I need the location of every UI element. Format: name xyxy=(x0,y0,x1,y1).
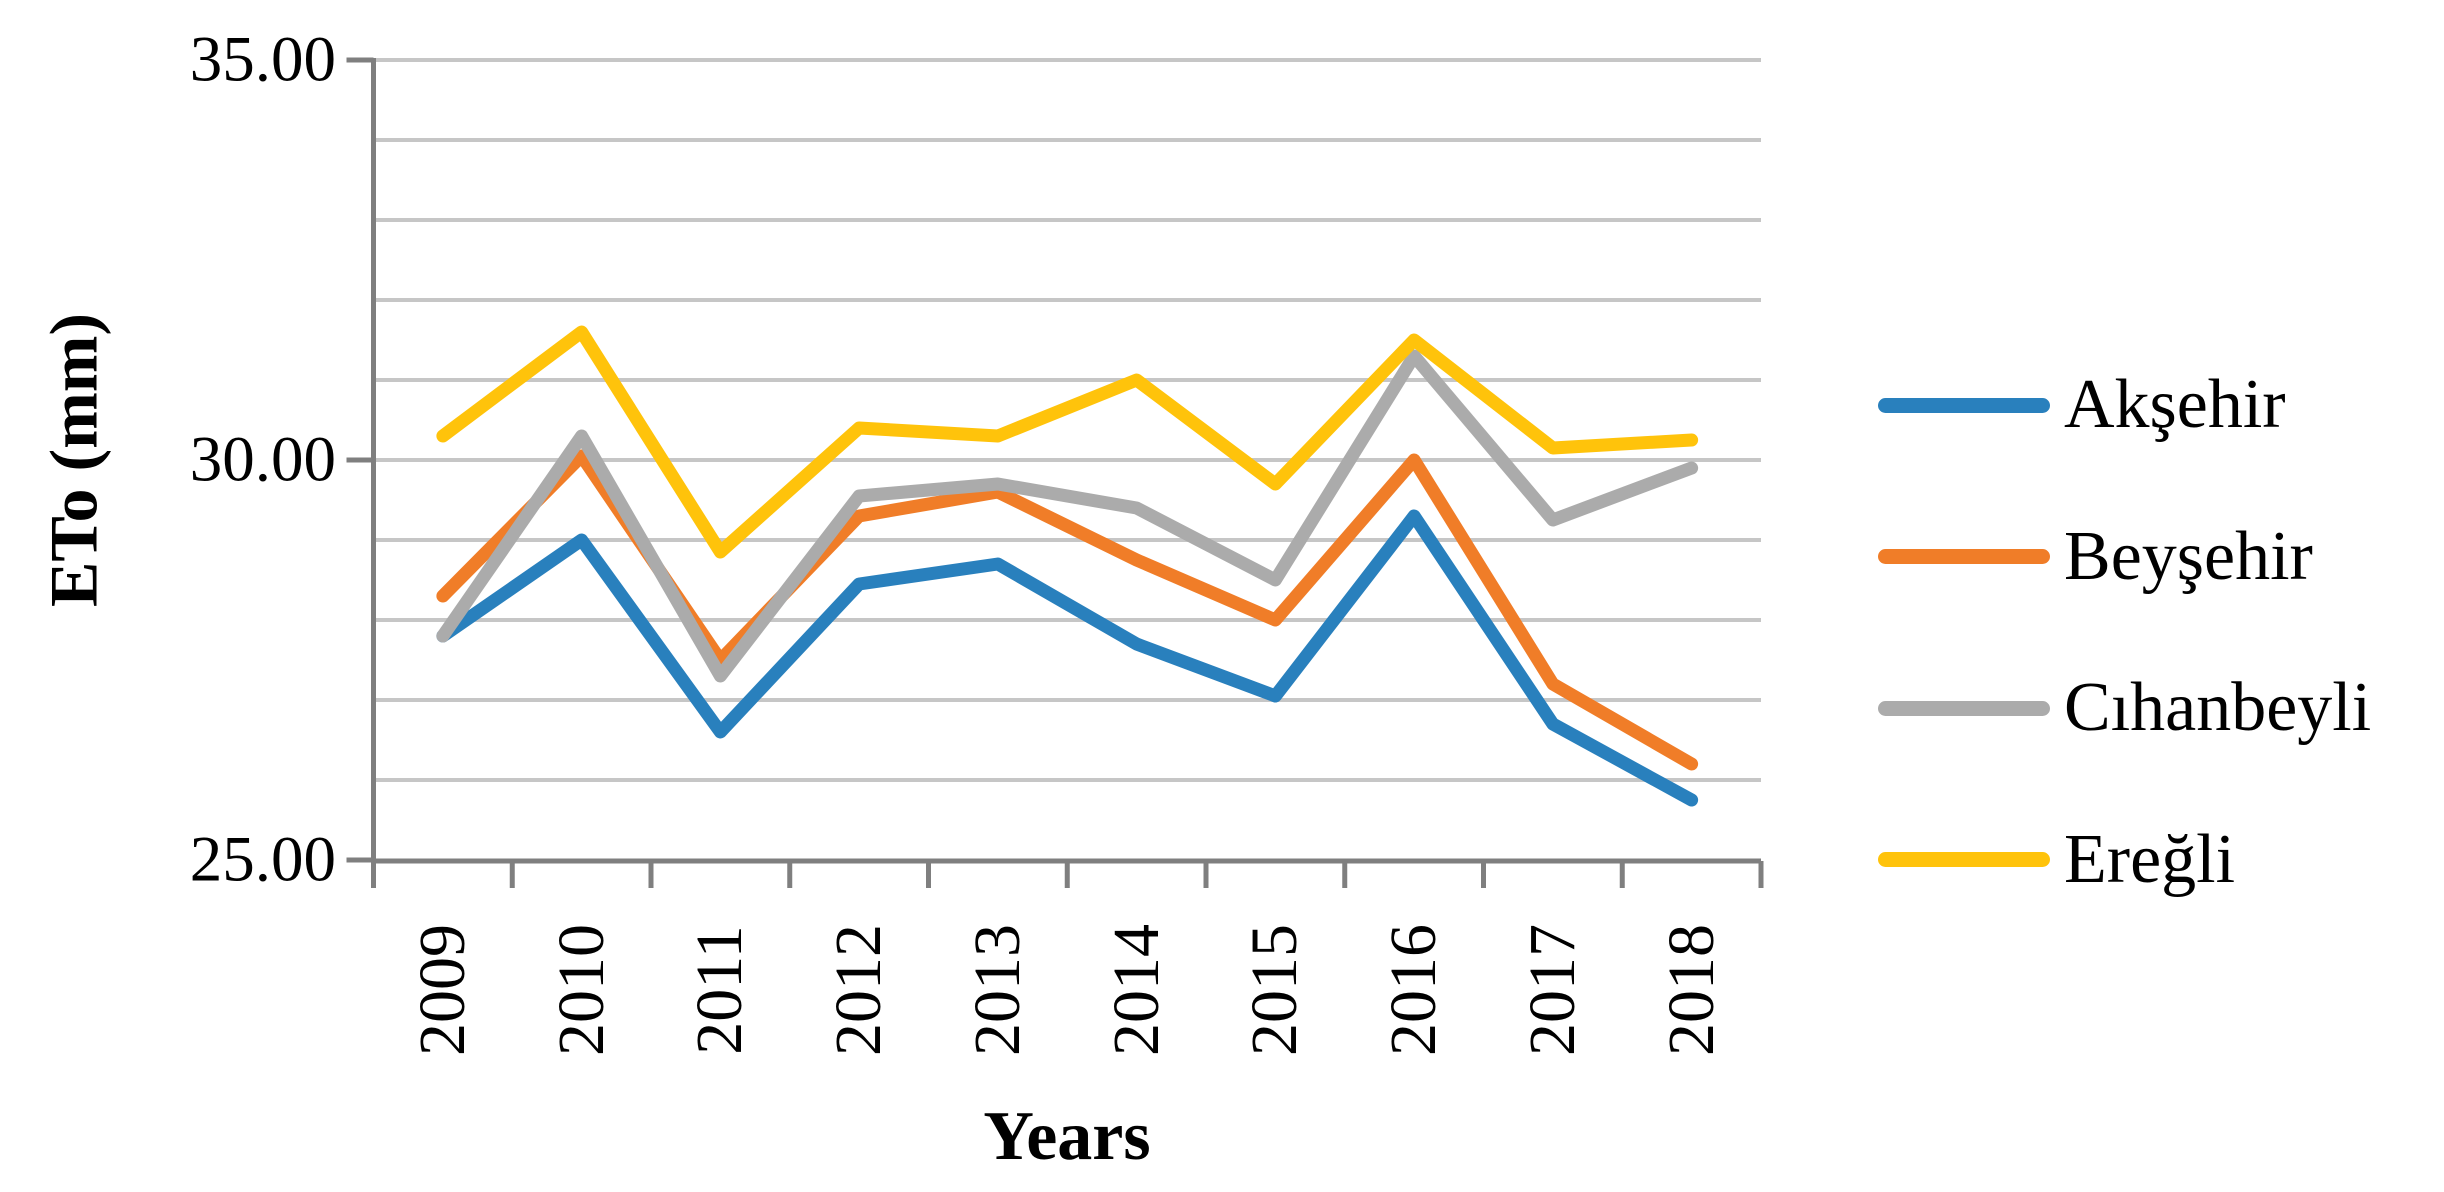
legend-swatch-icon xyxy=(1878,700,2050,716)
legend-label: Akşehir xyxy=(2064,366,2286,443)
y-tick-label: 25.00 xyxy=(189,823,336,896)
legend-item: Akşehir xyxy=(1878,370,2286,440)
y-tick-label: 30.00 xyxy=(189,423,336,496)
legend-item: Beyşehir xyxy=(1878,517,2313,595)
series-line-0 xyxy=(436,509,1699,807)
legend-item: Ereğli xyxy=(1878,820,2236,898)
legend-swatch-icon xyxy=(1878,397,2050,413)
series-line-2 xyxy=(436,349,1699,683)
legend-item: Cıhanbeyli xyxy=(1878,673,2371,743)
y-tick-label: 35.00 xyxy=(189,23,336,96)
x-axis-title: Years xyxy=(983,1098,1151,1175)
legend-label: Ereğli xyxy=(2064,820,2236,898)
legend-label: Beyşehir xyxy=(2064,517,2313,595)
legend-swatch-icon xyxy=(1878,852,2050,867)
legend-swatch-icon xyxy=(1878,549,2050,564)
series-line-3 xyxy=(436,325,1699,559)
legend-label: Cıhanbeyli xyxy=(2064,669,2372,746)
